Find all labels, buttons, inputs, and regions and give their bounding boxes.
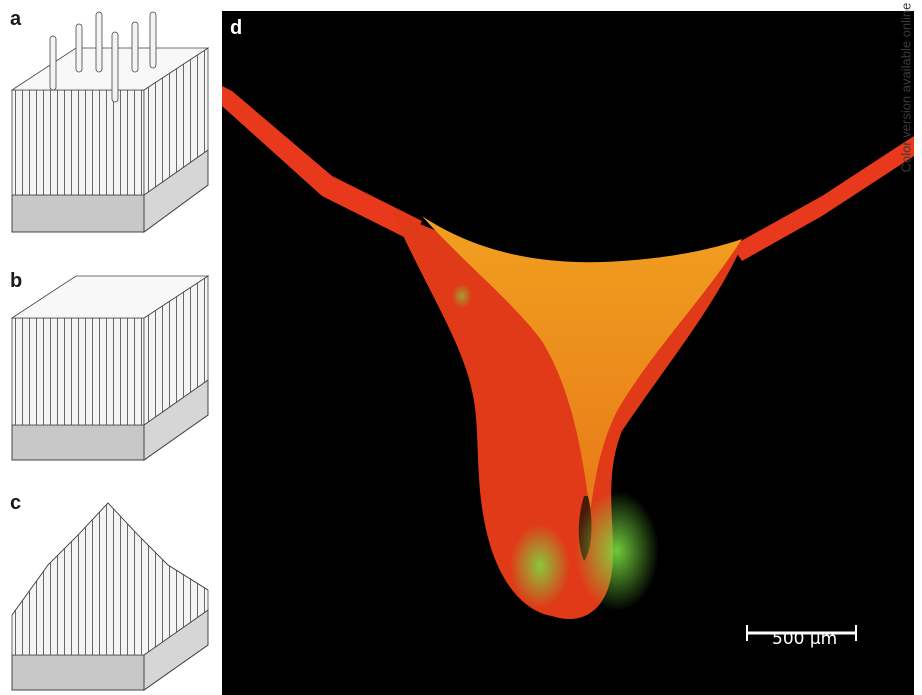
schematic-a-diagram	[10, 11, 210, 233]
color-version-note: Color version available online	[898, 2, 914, 173]
confocal-image: d 500 µm	[222, 11, 914, 695]
panel-label-a: a	[10, 8, 22, 30]
scale-bar-label: 500 µm	[772, 629, 838, 649]
schematic-b-diagram	[10, 275, 210, 461]
panel-label-d: d	[230, 17, 243, 39]
panel-label-b: b	[10, 270, 23, 292]
schematic-c-diagram	[11, 502, 209, 691]
panel-label-c: c	[10, 492, 22, 514]
